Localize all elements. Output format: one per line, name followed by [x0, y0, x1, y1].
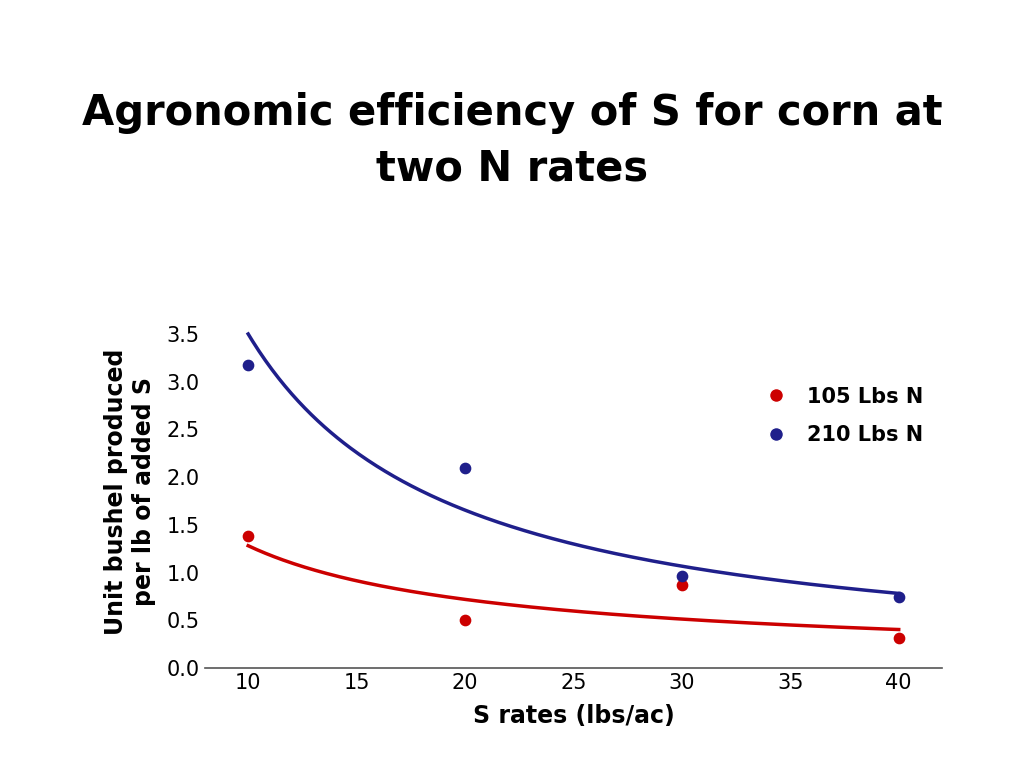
Point — [240, 359, 256, 372]
Point — [674, 569, 690, 581]
Text: Agronomic efficiency of S for corn at
two N rates: Agronomic efficiency of S for corn at tw… — [82, 92, 942, 190]
Y-axis label: Unit bushel produced
per lb of added S: Unit bushel produced per lb of added S — [103, 349, 156, 634]
Point — [457, 462, 473, 474]
Point — [891, 591, 907, 603]
Point — [240, 530, 256, 542]
X-axis label: S rates (lbs/ac): S rates (lbs/ac) — [472, 704, 675, 728]
Point — [457, 614, 473, 627]
Point — [891, 631, 907, 644]
Point — [674, 579, 690, 591]
Legend: 105 Lbs N, 210 Lbs N: 105 Lbs N, 210 Lbs N — [746, 379, 932, 454]
